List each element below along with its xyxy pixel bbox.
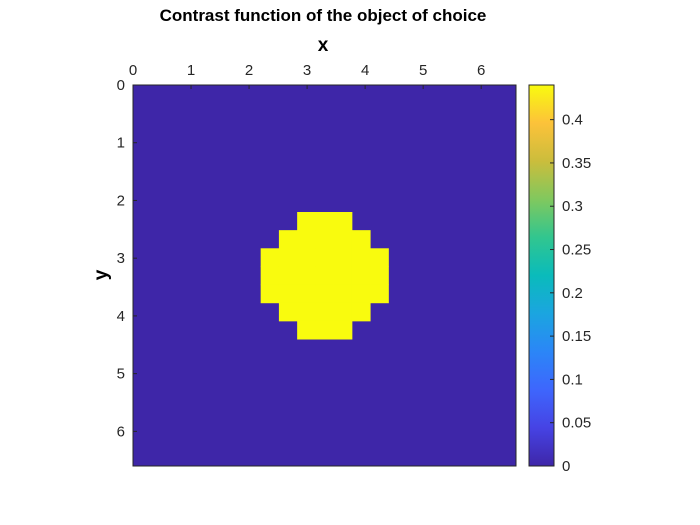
colorbar-tick-label: 0.1 (562, 371, 583, 388)
x-tick-label: 6 (477, 62, 485, 79)
object-cell (333, 320, 353, 340)
object-cell (315, 320, 335, 340)
colorbar-tick-label: 0.3 (562, 198, 583, 215)
object-cell (297, 230, 316, 249)
object-cell (351, 284, 371, 304)
object-cell (260, 248, 280, 267)
object-cell (278, 266, 298, 286)
object-cell (315, 230, 335, 249)
colorbar-tick-label: 0.05 (562, 415, 591, 432)
x-tick-label: 1 (187, 62, 195, 79)
y-tick-label: 5 (117, 366, 125, 383)
colorbar-gradient (528, 84, 555, 467)
object-cell (315, 212, 335, 231)
object-cell (278, 302, 298, 322)
x-tick-label: 2 (245, 62, 253, 79)
object-cell (370, 248, 389, 267)
colorbar-tick-label: 0.2 (562, 285, 583, 302)
object-cell (351, 248, 371, 267)
object-cell (297, 320, 316, 340)
object-cell (278, 284, 298, 304)
object-cell (278, 248, 298, 267)
object-cell (297, 248, 316, 267)
x-tick-label: 3 (303, 62, 311, 79)
object-cell (297, 266, 316, 286)
y-tick-label: 1 (117, 135, 125, 152)
colorbar-tick-label: 0.15 (562, 328, 591, 345)
object-cell (260, 284, 280, 304)
y-tick-label: 6 (117, 423, 125, 440)
object-cell (297, 284, 316, 304)
object-cell (351, 230, 371, 249)
object-cell (333, 302, 353, 322)
object-cell (315, 248, 335, 267)
object-cell (315, 302, 335, 322)
x-tick-label: 5 (419, 62, 427, 79)
object-cell (297, 302, 316, 322)
x-axis-label: x (318, 35, 329, 56)
plot-area: 0 1 2 3 4 5 6 0 1 2 3 4 5 6 (117, 62, 517, 467)
colorbar-tick-label: 0.35 (562, 155, 591, 172)
x-tick-label: 0 (129, 62, 137, 79)
y-tick-label: 3 (117, 250, 125, 267)
colorbar: 0 0.05 0.1 0.15 0.2 0.25 0.3 0.35 0.4 (528, 84, 591, 475)
object-cell (333, 230, 353, 249)
colorbar-ticks: 0 0.05 0.1 0.15 0.2 0.25 0.3 0.35 0.4 (550, 112, 591, 475)
colorbar-tick-label: 0.4 (562, 112, 583, 129)
object-cell (315, 284, 335, 304)
object-cell (333, 248, 353, 267)
object-cell (333, 266, 353, 286)
y-tick-label: 2 (117, 192, 125, 209)
object-cell (260, 266, 280, 286)
x-tick-label: 4 (361, 62, 369, 79)
object-cell (333, 212, 353, 231)
object-cell (297, 212, 316, 231)
object-cell (351, 266, 371, 286)
y-tick-label: 4 (117, 308, 125, 325)
object-cell (370, 284, 389, 304)
object-cell (315, 266, 335, 286)
object-cells (260, 212, 389, 340)
object-cell (333, 284, 353, 304)
chart-title: Contrast function of the object of choic… (160, 6, 487, 25)
colorbar-tick-label: 0.25 (562, 242, 591, 259)
y-axis-label: y (91, 269, 112, 280)
object-cell (351, 302, 371, 322)
colorbar-tick-label: 0 (562, 458, 570, 475)
object-cell (370, 266, 389, 286)
x-ticks: 0 1 2 3 4 5 6 (129, 62, 485, 89)
plot-frame (132, 84, 517, 467)
y-tick-label: 0 (117, 77, 125, 94)
object-cell (278, 230, 298, 249)
